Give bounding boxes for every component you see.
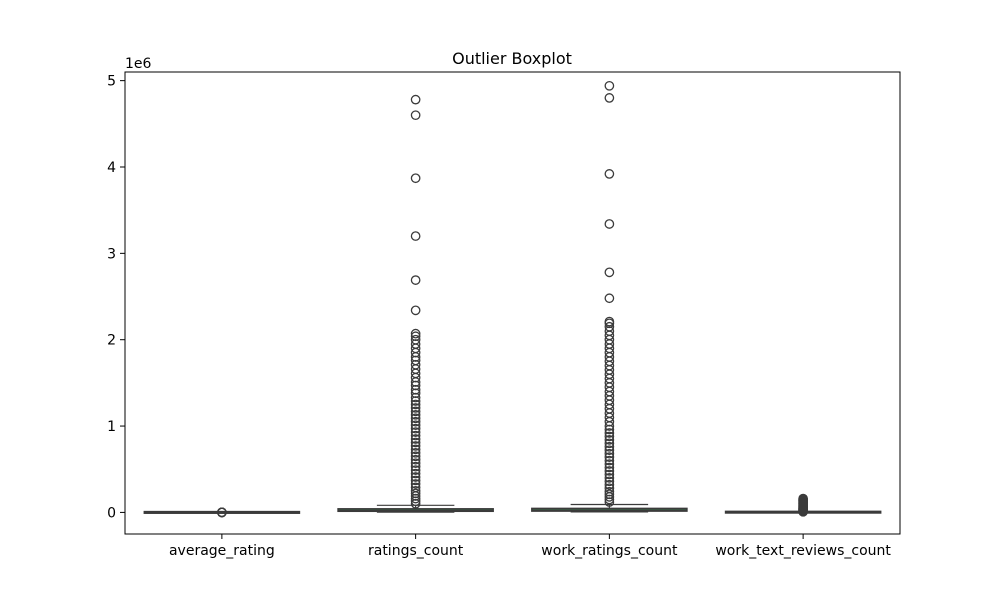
outlier-point	[604, 492, 615, 502]
outlier-point	[410, 461, 421, 472]
x-tick-label: ratings_count	[368, 543, 464, 559]
x-tick-label: work_ratings_count	[541, 543, 678, 559]
outlier-point	[410, 275, 421, 285]
outlier-point	[604, 494, 615, 505]
outlier-point	[410, 454, 421, 465]
outlier-point	[410, 403, 421, 413]
outlier-point	[410, 396, 421, 406]
outlier-point	[410, 305, 421, 316]
outlier-point	[410, 437, 421, 448]
outlier-point	[604, 421, 615, 431]
outlier-point	[410, 472, 421, 482]
outlier-point	[604, 267, 615, 278]
outlier-point	[410, 399, 421, 410]
outlier-point	[410, 423, 421, 434]
outlier-point	[410, 451, 421, 462]
outlier-point	[410, 496, 421, 507]
outlier-point	[798, 506, 808, 517]
outlier-point	[604, 431, 615, 442]
outlier-point	[604, 93, 615, 103]
outlier-point	[410, 447, 421, 458]
outlier-point	[410, 468, 421, 479]
outlier-point	[604, 469, 615, 480]
outlier-point	[604, 445, 615, 456]
outlier-point	[410, 413, 421, 424]
outlier-point	[604, 462, 615, 473]
outlier-point	[410, 475, 421, 486]
outlier-point	[410, 458, 421, 469]
outlier-point	[410, 416, 421, 427]
outlier-point	[410, 392, 421, 403]
outlier-point	[410, 231, 421, 241]
outlier-point	[604, 479, 615, 490]
outlier-point	[604, 80, 615, 91]
outlier-point	[410, 444, 421, 455]
outlier-point	[604, 438, 615, 449]
y-tick-label: 1	[107, 419, 116, 435]
y-tick-label: 3	[107, 246, 116, 262]
outlier-point	[604, 466, 615, 476]
plot-frame	[124, 71, 901, 535]
outlier-point	[604, 452, 615, 462]
outlier-point	[410, 110, 421, 121]
y-tick-label: 2	[107, 333, 116, 349]
outlier-point	[410, 434, 421, 444]
outlier-point	[604, 448, 615, 459]
y-tick-label: 4	[107, 160, 116, 176]
outlier-point	[604, 476, 615, 487]
outlier-point	[604, 459, 615, 469]
outlier-point	[604, 497, 615, 507]
outlier-point	[604, 219, 615, 229]
x-tick-label: work_text_reviews_count	[715, 543, 891, 559]
outlier-point	[604, 455, 615, 466]
outlier-point	[410, 328, 421, 339]
outlier-point	[604, 424, 615, 435]
outlier-point	[604, 293, 615, 304]
outlier-point	[410, 441, 421, 451]
outlier-point	[410, 420, 421, 431]
plot-area: 0 1 2 3 4 5 average_rating ratings_count work_ra…	[107, 74, 891, 559]
outlier-point	[410, 493, 421, 504]
outlier-point	[410, 479, 421, 489]
outlier-point	[604, 435, 615, 445]
outlier-point	[604, 169, 615, 179]
y-axis-offset-label: 1e6	[125, 56, 152, 72]
outlier-point	[604, 473, 615, 483]
y-tick-label: 0	[107, 505, 116, 521]
y-tick-label: 5	[107, 74, 116, 90]
outlier-point	[410, 430, 421, 441]
outlier-point	[410, 465, 421, 475]
outlier-point	[604, 428, 615, 438]
outlier-point	[604, 441, 615, 452]
outlier-point	[410, 427, 421, 437]
outlier-point	[410, 406, 421, 417]
outlier-point	[410, 173, 421, 184]
outlier-point	[410, 94, 421, 105]
x-tick-label: average_rating	[169, 543, 275, 559]
outlier-point	[410, 409, 421, 420]
outlier-point	[410, 498, 421, 509]
outlier-point	[217, 507, 227, 518]
chart-title: Outlier Boxplot	[452, 49, 572, 68]
